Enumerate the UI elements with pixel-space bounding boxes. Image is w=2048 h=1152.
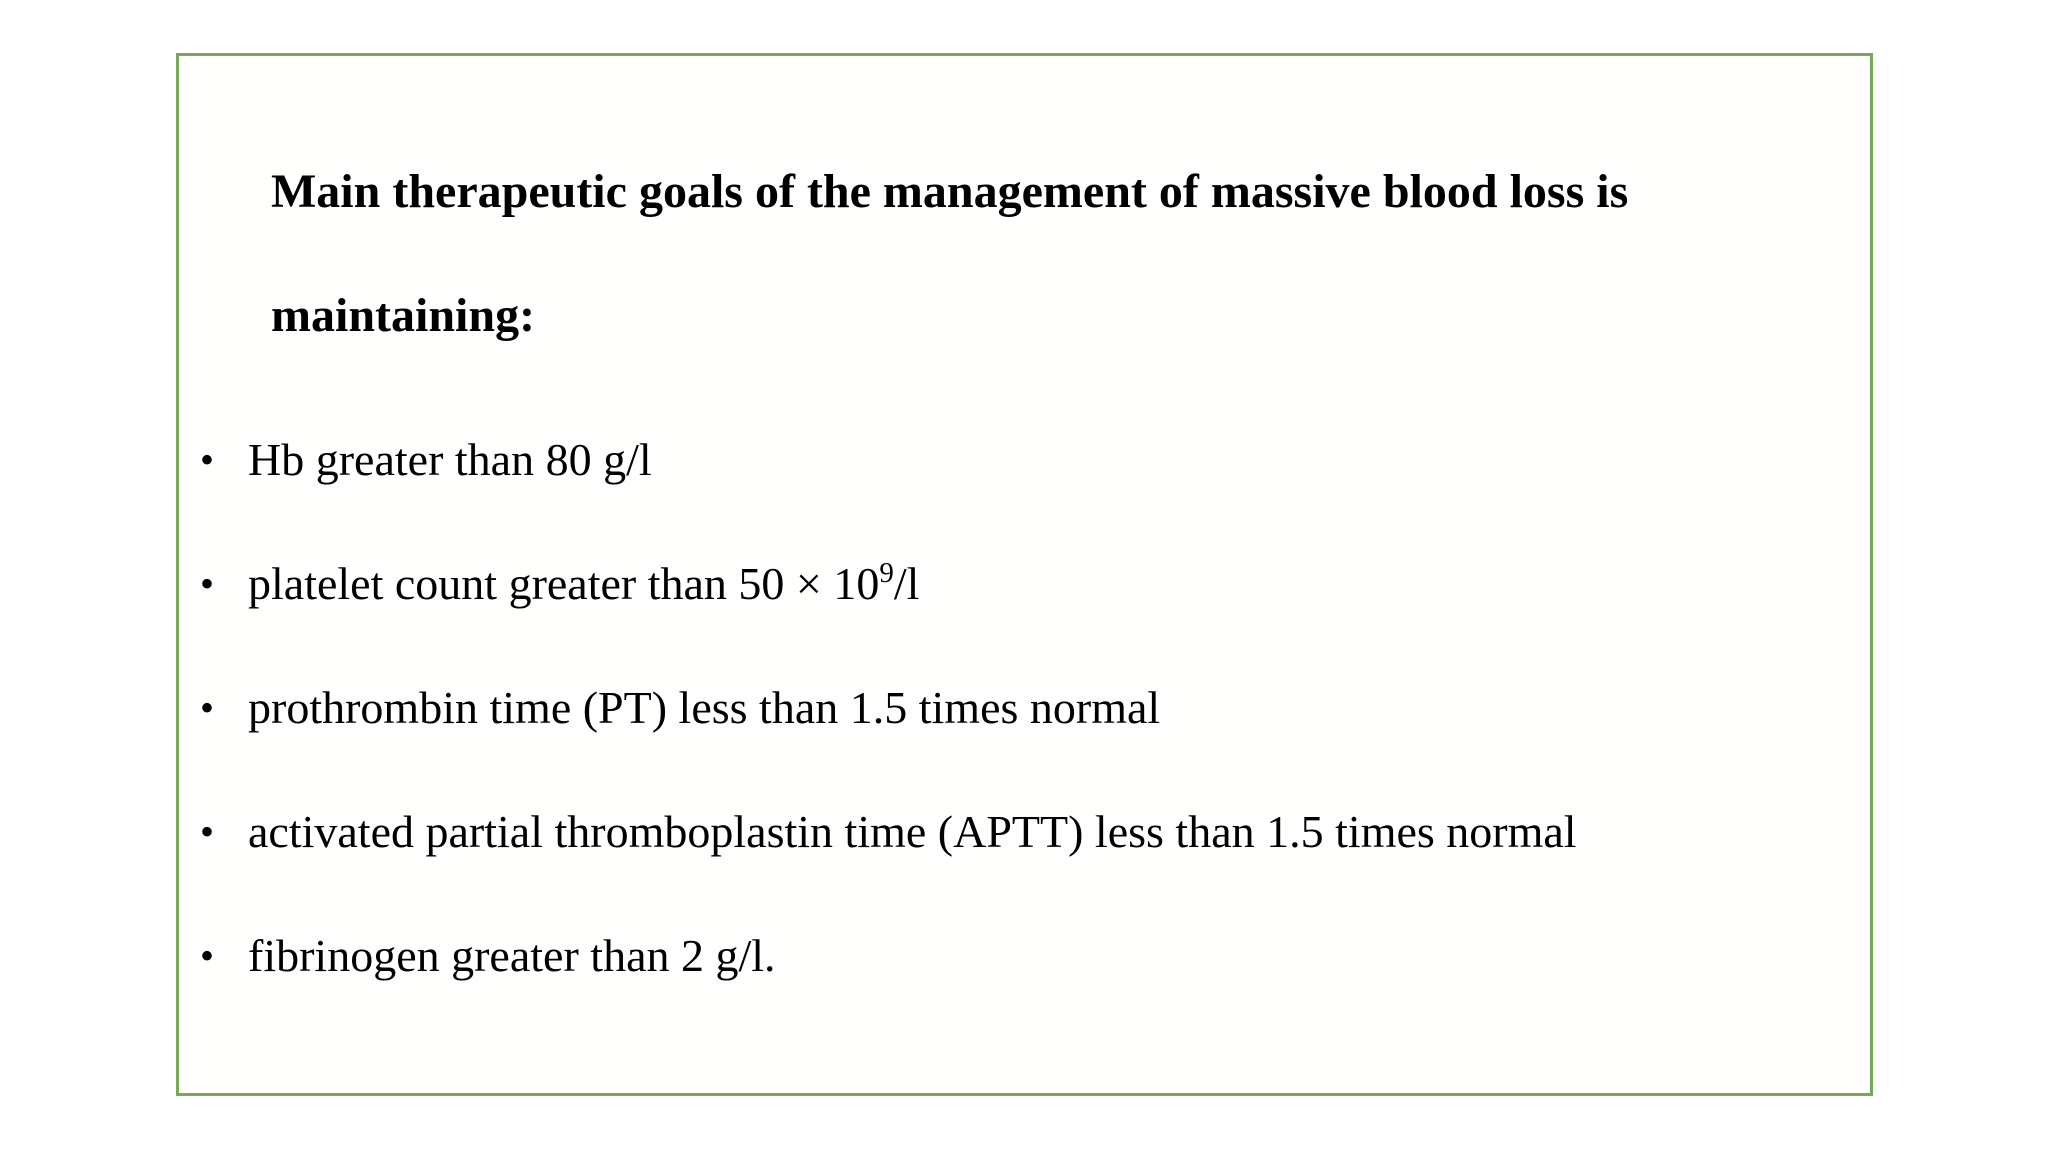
bullet-item-platelet: • platelet count greater than 50 × 109/l <box>179 522 1870 646</box>
bullet-item-pt: • prothrombin time (PT) less than 1.5 ti… <box>179 646 1870 770</box>
title-line-2: maintaining: <box>271 289 536 342</box>
slide-frame: Main therapeutic goals of the management… <box>176 53 1873 1096</box>
bullet-marker: • <box>200 809 215 854</box>
bullet-marker: • <box>200 437 215 482</box>
bullet-item-fibrinogen: • fibrinogen greater than 2 g/l. <box>179 894 1870 1018</box>
bullet-marker: • <box>200 933 215 978</box>
bullet-marker: • <box>200 685 215 730</box>
bullet-text: fibrinogen greater than 2 g/l. <box>248 929 776 981</box>
bullet-text: Hb greater than 80 g/l <box>248 433 652 485</box>
bullet-text: activated partial thromboplastin time (A… <box>248 805 1577 857</box>
bullet-text-superscript: 9 <box>879 556 894 589</box>
bullet-item-aptt: • activated partial thromboplastin time … <box>179 770 1870 894</box>
bullet-list: • Hb greater than 80 g/l • platelet coun… <box>179 398 1870 1018</box>
bullet-text-prefix: platelet count greater than 50 × 10 <box>248 557 880 609</box>
bullet-text: platelet count greater than 50 × 109/l <box>248 556 920 611</box>
bullet-marker: • <box>200 561 215 606</box>
bullet-text-suffix: /l <box>893 557 920 609</box>
bullet-text: prothrombin time (PT) less than 1.5 time… <box>248 681 1161 733</box>
bullet-item-hb: • Hb greater than 80 g/l <box>179 398 1870 522</box>
slide-title: Main therapeutic goals of the management… <box>271 130 1830 378</box>
title-line-1: Main therapeutic goals of the management… <box>271 165 1629 218</box>
